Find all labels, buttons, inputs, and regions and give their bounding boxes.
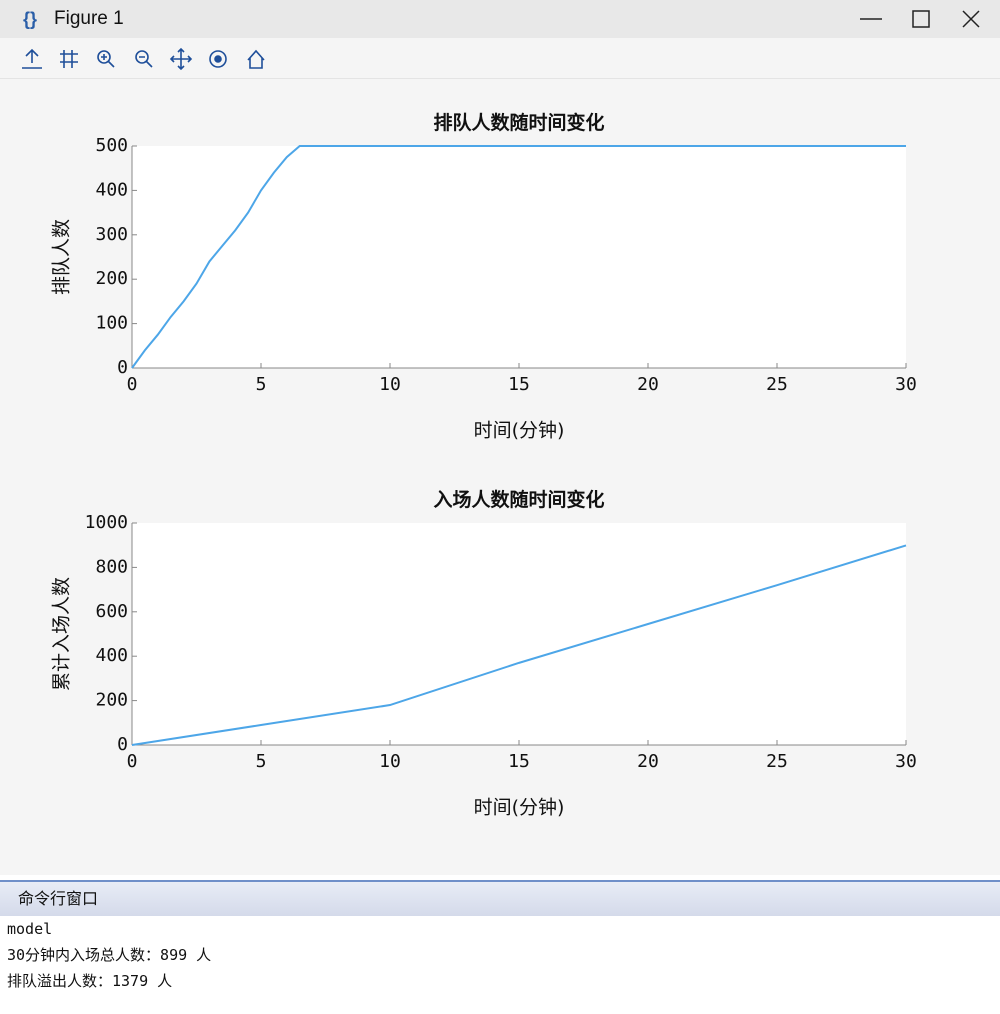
data-line (131, 145, 906, 369)
x-tick-label: 10 (379, 751, 401, 772)
x-tick-label: 5 (256, 374, 267, 395)
x-axis-label: 时间(分钟) (474, 420, 565, 442)
console-line: 30分钟内入场总人数：899 人 (7, 946, 212, 964)
console-line: 排队溢出人数：1379 人 (7, 972, 173, 990)
x-tick-label: 30 (895, 374, 917, 395)
y-axis-label: 累计入场人数 (51, 577, 73, 691)
y-tick-label: 400 (95, 645, 128, 666)
zoom-out-button[interactable] (135, 50, 153, 68)
x-axis-label: 时间(分钟) (474, 797, 565, 819)
y-tick-label: 200 (95, 268, 128, 289)
window-title: Figure 1 (54, 8, 124, 29)
title-icons: {} (23, 9, 980, 29)
save-button[interactable] (22, 48, 42, 69)
data-line (131, 544, 907, 746)
x-tick-label: 20 (637, 374, 659, 395)
x-tick-label: 25 (766, 751, 788, 772)
x-tick-label: 10 (379, 374, 401, 395)
toolbar-icons (22, 47, 265, 71)
zoom-in-button[interactable] (97, 50, 115, 68)
y-tick-label: 0 (117, 357, 128, 378)
y-tick-label: 0 (117, 734, 128, 755)
chart-title: 入场人数随时间变化 (433, 488, 604, 511)
y-tick-label: 600 (95, 601, 128, 622)
y-tick-label: 200 (95, 690, 128, 711)
plot-area (132, 523, 906, 745)
y-tick-label: 1000 (85, 512, 128, 533)
x-tick-label: 0 (127, 751, 138, 772)
command-window-title: 命令行窗口 (0, 882, 1000, 916)
chart-title: 排队人数随时间变化 (433, 111, 604, 134)
title-bar: {} Figure 1 (0, 0, 1000, 38)
y-tick-label: 100 (95, 313, 128, 334)
x-tick-label: 20 (637, 751, 659, 772)
y-tick-label: 500 (95, 135, 128, 156)
console-line: model (7, 920, 53, 938)
grid-button[interactable] (60, 50, 78, 68)
y-axis-label: 排队人数 (51, 219, 73, 295)
maximize-button[interactable] (912, 10, 930, 28)
command-window: 命令行窗口 model 30分钟内入场总人数：899 人排队溢出人数：1379 人 (0, 880, 1000, 1014)
app-icon: {} (23, 9, 37, 29)
rotate-button[interactable] (209, 50, 227, 68)
x-tick-label: 15 (508, 374, 530, 395)
close-button[interactable] (962, 10, 980, 28)
toolbar (0, 38, 1000, 79)
plot-area (132, 146, 906, 368)
x-tick-label: 25 (766, 374, 788, 395)
x-tick-label: 30 (895, 751, 917, 772)
y-tick-label: 300 (95, 224, 128, 245)
x-tick-label: 15 (508, 751, 530, 772)
home-button[interactable] (247, 49, 265, 69)
x-tick-label: 0 (127, 374, 138, 395)
x-tick-label: 5 (256, 751, 267, 772)
y-tick-label: 400 (95, 179, 128, 200)
pan-button[interactable] (169, 47, 193, 71)
y-tick-label: 800 (95, 556, 128, 577)
